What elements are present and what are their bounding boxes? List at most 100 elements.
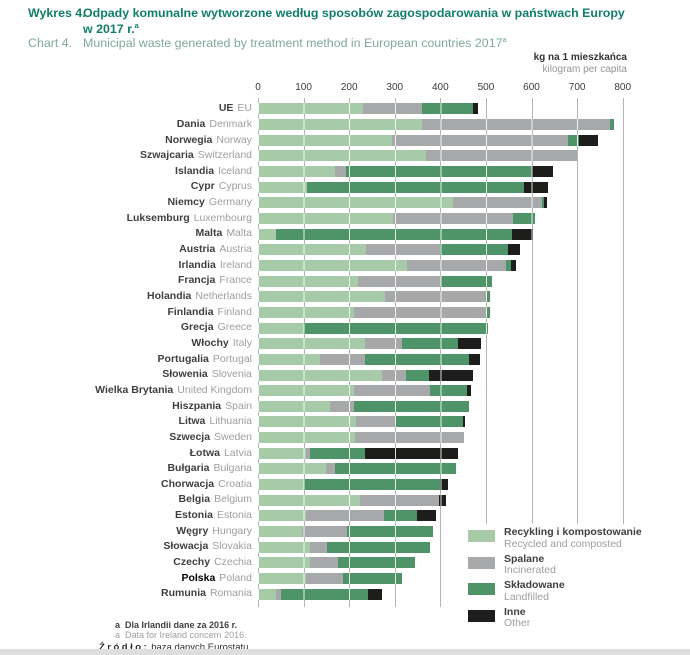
bar-row: Słowenia Slovenia — [0, 367, 690, 383]
country-name-pl: Chorwacja — [161, 477, 215, 490]
bar-segment-landfilled — [429, 385, 467, 397]
bar-segment-recycled-composted — [258, 557, 310, 569]
bar-segment-landfilled — [347, 526, 434, 538]
bar-segment-landfilled — [487, 291, 491, 303]
bar-segment-recycled-composted — [258, 541, 310, 553]
footnote-pl: a Dla Irlandii dane za 2016 r. — [115, 620, 238, 630]
bar-segment-landfilled — [402, 338, 458, 350]
chart-title-pl: Odpady komunalne wytworzone według sposo… — [83, 6, 663, 37]
country-name-en: Luxembourg — [193, 211, 252, 224]
bar-segment-recycled-composted — [258, 150, 426, 162]
country-label: Hiszpania Spain — [0, 399, 252, 415]
axis-tick-label: 800 — [614, 82, 632, 93]
axis-tick-label: 400 — [432, 82, 449, 93]
stacked-bar — [258, 432, 465, 444]
country-label: Węgry Hungary — [0, 524, 252, 540]
legend-label-en: Incinerated — [504, 564, 556, 576]
source-label: Źródło: — [99, 642, 150, 653]
bar-segment-landfilled — [513, 213, 535, 225]
bar-row: Portugalia Portugal — [0, 352, 690, 368]
bar-segment-incinerated — [305, 572, 343, 584]
axis-unit-en: kilogram per capita — [542, 64, 627, 75]
country-name-pl: Grecja — [180, 321, 214, 334]
bar-segment-landfilled — [337, 557, 415, 569]
country-name-pl: Holandia — [147, 290, 192, 302]
bar-row: UE EU — [0, 101, 690, 117]
bar-segment-landfilled — [335, 463, 457, 475]
axis-tick-label: 500 — [477, 82, 495, 93]
country-label: Austria Austria — [0, 242, 252, 258]
country-name-pl: Islandia — [175, 164, 215, 177]
bar-segment-recycled-composted — [258, 526, 302, 538]
bar-segment-recycled-composted — [258, 291, 385, 303]
bar-row: Polska Poland — [0, 571, 690, 587]
bar-segment-recycled-composted — [258, 103, 363, 115]
country-name-pl: Słowenia — [162, 368, 208, 381]
stacked-bar — [258, 510, 436, 522]
country-label: Dania Denmark — [0, 117, 252, 133]
bar-row: Holandia Netherlands — [0, 289, 690, 305]
gridline — [577, 98, 579, 607]
bar-segment-incinerated — [425, 150, 577, 162]
bar-segment-landfilled — [309, 447, 366, 459]
legend-label-en: Recycled and composted — [504, 537, 622, 550]
country-name-pl: UE — [218, 102, 234, 115]
stacked-bar — [258, 572, 402, 584]
stacked-bar — [258, 385, 471, 397]
country-name-pl: Łotwa — [189, 446, 220, 459]
bar-segment-landfilled — [405, 369, 430, 381]
bar-segment-incinerated — [452, 197, 542, 209]
bar-segment-recycled-composted — [258, 338, 366, 350]
bar-segment-incinerated — [354, 385, 430, 397]
country-name-pl: Estonia — [175, 509, 213, 522]
stacked-bar — [258, 166, 553, 178]
axis-tick-label: 600 — [523, 82, 540, 93]
chart-title-pl-line2: w 2017 r.a — [83, 20, 139, 36]
country-name-en: Belgium — [214, 493, 252, 506]
bar-segment-recycled-composted — [258, 259, 407, 271]
bar-segment-incinerated — [360, 494, 439, 506]
axis-tick-label: 0 — [255, 82, 261, 93]
bar-segment-landfilled — [342, 572, 402, 584]
country-label: Wielka Brytania United Kingdom — [0, 383, 252, 399]
bar-segment-incinerated — [301, 526, 348, 538]
bar-row: Szwecja Sweden — [0, 430, 690, 446]
country-label: Bułgaria Bulgaria — [0, 461, 252, 477]
gridline — [303, 98, 305, 607]
bar-segment-recycled-composted — [258, 322, 305, 334]
bar-segment-incinerated — [309, 541, 328, 553]
stacked-bar — [258, 494, 447, 506]
bar-segment-recycled-composted — [258, 432, 356, 444]
country-name-en: Denmark — [209, 117, 252, 130]
stacked-bar — [258, 291, 491, 303]
country-name-pl: Szwecja — [169, 430, 211, 443]
stacked-bar — [258, 557, 415, 569]
stacked-bar — [258, 103, 478, 115]
country-name-pl: Słowacja — [163, 540, 209, 553]
stacked-bar — [258, 259, 517, 271]
country-name-en: Bulgaria — [213, 462, 252, 475]
country-name-en: Sweden — [214, 430, 252, 443]
legend-item-recycled: Recykling i kompostowanie Recycled and c… — [468, 526, 642, 550]
chart-number-en: Chart 4. — [28, 36, 73, 50]
country-name-en: EU — [237, 102, 252, 115]
stacked-bar — [258, 228, 534, 240]
gridline — [531, 98, 533, 607]
legend-item-incinerated: Spalane Incinerated — [468, 553, 642, 577]
axis-tick-label: 200 — [340, 82, 358, 93]
bar-segment-landfilled — [609, 119, 614, 131]
recycled-swatch — [468, 530, 495, 542]
country-name-pl: Włochy — [191, 336, 229, 349]
country-label: Szwajcaria Switzerland — [0, 148, 252, 164]
bar-segment-recycled-composted — [258, 119, 423, 131]
axis-ticks: 0 100 200 300 400 500 600 700 800 — [255, 82, 638, 95]
country-name-en: Germany — [208, 196, 252, 209]
stacked-bar — [258, 244, 520, 256]
country-name-en: Latvia — [223, 446, 252, 459]
footnote-marker: a — [502, 34, 507, 44]
bar-segment-other — [466, 385, 471, 397]
bottom-strip — [0, 649, 690, 655]
bar-segment-landfilled — [440, 244, 509, 256]
bar-segment-incinerated — [358, 275, 442, 287]
